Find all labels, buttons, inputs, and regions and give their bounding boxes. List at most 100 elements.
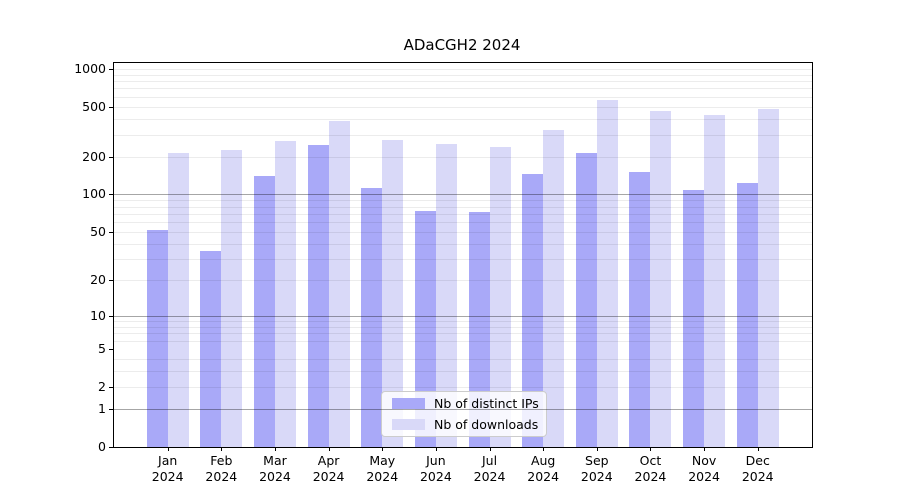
legend-swatch-distinct-ips	[392, 398, 425, 409]
x-tick-label-dec: Dec 2024	[731, 453, 785, 485]
y-tick-mark-2	[109, 386, 113, 388]
bar-dec-downloads	[757, 109, 779, 447]
x-tick-year-feb: 2024	[205, 469, 238, 484]
x-tick-year-nov: 2024	[688, 469, 720, 484]
gridline-60	[114, 222, 812, 224]
y-tick-label-1: 1	[98, 400, 106, 416]
legend-label-downloads: Nb of downloads	[434, 417, 539, 432]
bar-aug-downloads	[543, 129, 565, 447]
y-tick-label-10: 10	[90, 307, 106, 323]
x-tick-label-jun: Jun 2024	[409, 453, 463, 485]
bar-nov-downloads	[704, 115, 726, 447]
gridline-40	[114, 243, 812, 245]
y-tick-label-100: 100	[82, 186, 106, 202]
chart-title: ADaCGH2 2024	[403, 36, 521, 54]
x-tick-label-apr: Apr 2024	[302, 453, 356, 485]
legend-swatch-downloads	[392, 419, 425, 430]
x-tick-label-oct: Oct 2024	[623, 453, 677, 485]
gridline-700	[114, 88, 812, 90]
y-tick-label-1000: 1000	[74, 60, 106, 76]
gridline-200	[114, 156, 812, 158]
bar-oct-downloads	[650, 111, 672, 447]
y-tick-label-2: 2	[98, 378, 106, 394]
bar-apr-distinct-ips	[307, 144, 329, 447]
x-tick-label-jul: Jul 2024	[463, 453, 517, 485]
bar-jun-distinct-ips	[414, 210, 436, 447]
bar-mar-downloads	[274, 140, 296, 447]
gridline-9	[114, 321, 812, 323]
legend-item-distinct-ips: Nb of distinct IPs	[382, 395, 546, 412]
gridline-900	[114, 74, 812, 76]
bar-jul-distinct-ips	[468, 212, 490, 447]
y-tick-mark-1	[109, 409, 113, 411]
y-tick-mark-0	[109, 447, 113, 448]
gridline-800	[114, 81, 812, 83]
x-tick-mark-oct	[650, 447, 652, 451]
gridline-100	[114, 194, 812, 196]
y-tick-mark-100	[109, 194, 113, 196]
plot-area: Nb of distinct IPs Nb of downloads 0 1 2 5 1…	[74, 62, 813, 484]
bar-may-downloads	[382, 140, 404, 447]
x-tick-label-nov: Nov 2024	[677, 453, 731, 485]
bar-may-distinct-ips	[361, 188, 383, 447]
y-tick-mark-50	[109, 231, 113, 233]
x-tick-mark-jan	[167, 447, 169, 451]
y-tick-label-20: 20	[90, 272, 106, 288]
x-tick-label-feb: Feb 2024	[194, 453, 248, 485]
x-tick-mark-jun	[435, 447, 437, 451]
bar-nov-distinct-ips	[683, 190, 705, 447]
x-tick-mark-sep	[596, 447, 598, 451]
gridline-20	[114, 280, 812, 282]
bar-jun-downloads	[435, 143, 457, 447]
gridline-30	[114, 259, 812, 261]
bar-feb-downloads	[221, 150, 243, 447]
bar-sep-downloads	[596, 100, 618, 447]
y-tick-label-5: 5	[98, 340, 106, 356]
x-tick-year-apr: 2024	[312, 469, 345, 484]
gridline-70	[114, 213, 812, 215]
gridline-6	[114, 340, 812, 342]
legend-item-downloads: Nb of downloads	[382, 416, 546, 433]
y-tick-mark-10	[109, 315, 113, 317]
gridline-1	[114, 409, 812, 411]
x-tick-mark-jul	[489, 447, 491, 451]
x-tick-year-oct: 2024	[634, 469, 667, 484]
x-tick-year-may: 2024	[366, 469, 399, 484]
gridline-8	[114, 326, 812, 328]
y-tick-mark-20	[109, 280, 113, 282]
x-tick-mark-nov	[704, 447, 706, 451]
gridline-7	[114, 333, 812, 335]
x-tick-mark-feb	[221, 447, 223, 451]
legend: Nb of distinct IPs Nb of downloads	[381, 391, 547, 437]
x-tick-label-mar: Mar 2024	[248, 453, 302, 485]
y-tick-mark-500	[109, 106, 113, 108]
x-tick-label-sep: Sep 2024	[570, 453, 624, 485]
y-tick-label-500: 500	[82, 98, 106, 114]
y-tick-label-0: 0	[98, 438, 106, 454]
bar-oct-distinct-ips	[629, 172, 651, 447]
gridline-1000	[114, 69, 812, 70]
bar-dec-distinct-ips	[736, 182, 758, 447]
x-tick-year-jun: 2024	[419, 469, 452, 484]
bar-jul-downloads	[489, 146, 511, 447]
x-tick-year-jul: 2024	[473, 469, 506, 484]
x-tick-label-jan: Jan 2024	[141, 453, 195, 485]
gridline-80	[114, 206, 812, 208]
bar-jan-distinct-ips	[146, 229, 168, 447]
gridline-90	[114, 200, 812, 202]
gridline-10	[114, 315, 812, 317]
x-tick-year-mar: 2024	[259, 469, 291, 484]
gridline-50	[114, 231, 812, 233]
bar-sep-distinct-ips	[575, 152, 597, 447]
y-tick-mark-5	[109, 348, 113, 350]
bar-mar-distinct-ips	[253, 176, 275, 447]
gridline-300	[114, 134, 812, 136]
bar-apr-downloads	[328, 121, 350, 447]
gridline-2	[114, 386, 812, 388]
x-tick-year-dec: 2024	[741, 469, 774, 484]
y-tick-label-200: 200	[82, 148, 106, 164]
gridline-400	[114, 119, 812, 121]
legend-label-distinct-ips: Nb of distinct IPs	[434, 396, 539, 411]
x-tick-mark-apr	[328, 447, 330, 451]
